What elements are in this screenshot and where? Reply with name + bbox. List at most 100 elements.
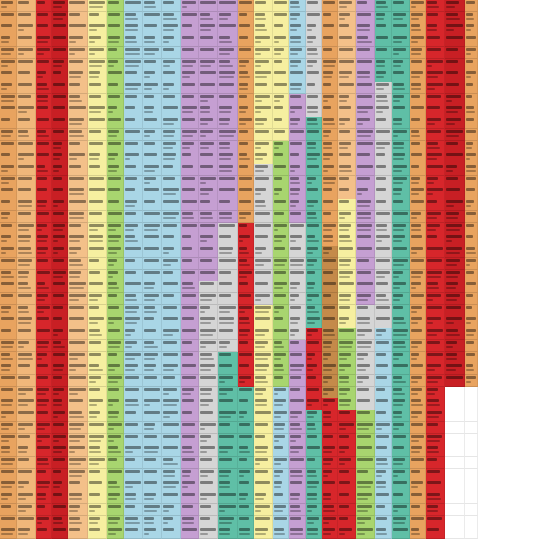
cell-text-line [163, 364, 178, 368]
table-cell [107, 527, 124, 539]
table-cell [375, 11, 392, 24]
cell-text-line [89, 322, 98, 325]
table-column [181, 0, 199, 539]
cell-text-line [393, 123, 402, 126]
cell-text-line [466, 352, 475, 356]
table-cell [0, 304, 17, 317]
cell-text-line [376, 516, 387, 520]
cell-text-line [307, 118, 317, 122]
table-cell [124, 269, 143, 282]
cell-text-line [37, 287, 49, 290]
cell-text-line [219, 310, 230, 313]
table-cell [322, 386, 338, 399]
table-cell [143, 222, 162, 235]
table-cell [107, 480, 124, 493]
cell-text-line [307, 457, 315, 461]
cell-text-line [376, 486, 386, 489]
table-cell [465, 410, 478, 423]
cell-text-line [89, 165, 100, 169]
cell-text-line [339, 141, 351, 145]
table-cell [465, 316, 478, 329]
cell-text-line [69, 422, 84, 426]
cell-text-line [393, 146, 404, 149]
cell-text-line [357, 129, 373, 133]
cell-text-line [339, 462, 345, 465]
cell-text-line [466, 29, 471, 32]
cell-text-line [37, 457, 48, 461]
cell-text-line [307, 52, 318, 55]
cell-text-line [37, 141, 49, 145]
cell-text-line [357, 94, 372, 98]
cell-text-line [125, 486, 133, 489]
table-cell [289, 222, 306, 235]
cell-text-line [427, 47, 441, 51]
cell-text-line [53, 240, 58, 243]
cell-text-line [307, 469, 316, 473]
cell-text-line [393, 434, 406, 438]
cell-text-line [219, 71, 235, 75]
table-cell [465, 492, 478, 505]
cell-text-line [18, 434, 30, 438]
table-cell [289, 363, 306, 376]
table-cell [306, 351, 322, 364]
cell-text-line [393, 364, 408, 368]
table-cell [254, 421, 273, 435]
cell-text-line [182, 411, 192, 415]
cell-text-line [307, 146, 316, 149]
cell-text-line [144, 106, 154, 110]
cell-text-line [89, 47, 104, 51]
cell-text-line [411, 235, 422, 239]
cell-text-line [339, 399, 351, 403]
cell-text-line [239, 375, 251, 379]
table-cell [392, 316, 410, 329]
table-cell [68, 140, 88, 153]
cell-text-line [255, 352, 271, 356]
cell-text-line [427, 340, 440, 344]
table-cell [322, 316, 338, 329]
cell-text-line [144, 305, 155, 309]
table-cell [162, 363, 181, 376]
cell-text-line [18, 134, 29, 137]
table-cell [199, 374, 218, 388]
table-cell [52, 257, 68, 270]
cell-text-line [427, 6, 439, 8]
cell-text-line [274, 1, 287, 4]
table-cell [338, 292, 356, 306]
cell-text-line [466, 211, 476, 215]
table-cell [0, 456, 17, 470]
table-cell [306, 105, 322, 118]
cell-text-line [411, 17, 419, 20]
cell-text-line [357, 411, 370, 415]
table-cell [36, 46, 52, 60]
table-cell [322, 246, 338, 259]
cell-text-line [339, 451, 345, 454]
cell-text-line [144, 504, 160, 508]
table-cell [17, 128, 36, 142]
cell-text-line [144, 357, 155, 360]
cell-text-line [446, 94, 461, 98]
table-cell [181, 257, 199, 270]
table-cell [17, 456, 36, 470]
table-cell [162, 222, 181, 235]
cell-text-line [339, 404, 350, 407]
cell-text-line [274, 36, 286, 40]
cell-text-line [255, 457, 268, 461]
table-cell [338, 117, 356, 130]
table-cell [124, 386, 143, 399]
cell-text-line [307, 521, 314, 524]
cell-text-line [163, 158, 175, 161]
table-cell [426, 210, 445, 224]
cell-text-line [239, 457, 247, 461]
table-cell [426, 433, 445, 446]
cell-text-line [219, 493, 236, 497]
cell-text-line [290, 71, 303, 75]
table-cell [199, 210, 218, 224]
table-cell [289, 421, 306, 435]
cell-text-line [307, 129, 319, 133]
table-cell [143, 480, 162, 493]
table-cell [322, 0, 338, 13]
cell-text-line [239, 282, 248, 286]
cell-text-line [307, 287, 314, 290]
table-cell [238, 410, 254, 423]
cell-text-line [69, 123, 82, 126]
